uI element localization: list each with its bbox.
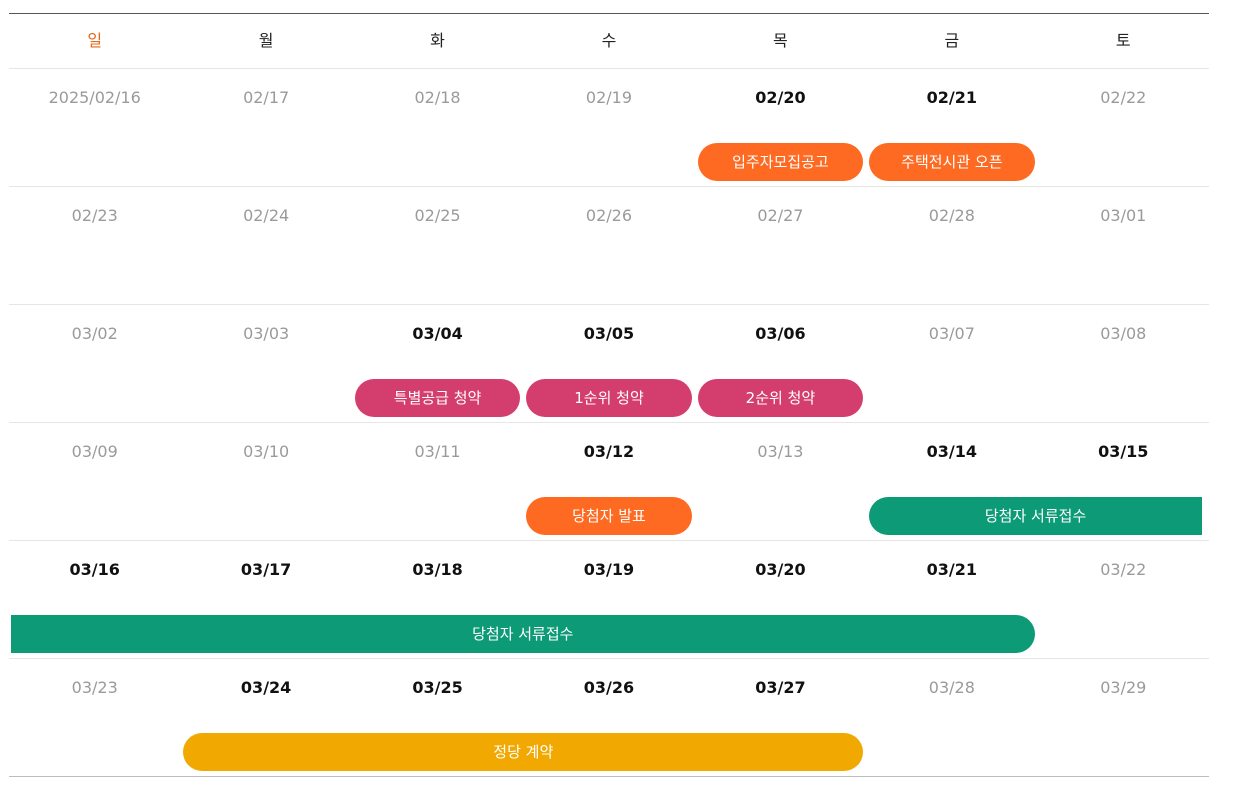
day-cell[interactable]: 03/04 xyxy=(412,324,463,343)
day-cell[interactable]: 03/20 xyxy=(755,560,806,579)
day-cell: 03/10 xyxy=(243,442,290,461)
day-cell[interactable]: 03/21 xyxy=(926,560,978,579)
day-cell[interactable]: 03/25 xyxy=(412,678,463,697)
day-cell: 02/22 xyxy=(1100,88,1147,107)
day-cell: 2025/02/16 xyxy=(48,88,141,107)
day-cell[interactable]: 03/26 xyxy=(583,678,635,697)
event-bar[interactable]: 1순위 청약 xyxy=(526,379,692,417)
day-cell: 02/19 xyxy=(585,88,633,107)
day-cell: 03/11 xyxy=(414,442,461,461)
day-cell: 03/13 xyxy=(757,442,804,461)
weekday-thu: 목 xyxy=(773,31,788,50)
day-cell: 03/08 xyxy=(1100,324,1147,343)
weekday-sun: 일 xyxy=(87,31,103,50)
day-cell: 03/07 xyxy=(928,324,975,343)
calendar-top-border xyxy=(9,13,1209,14)
day-cell[interactable]: 03/15 xyxy=(1098,442,1149,461)
day-cell: 03/28 xyxy=(928,678,975,697)
week-row: 03/16 03/17 03/18 03/19 03/20 03/21 03/22 당첨자 서… xyxy=(9,541,1209,659)
day-cell[interactable]: 03/14 xyxy=(926,442,978,461)
day-cell: 02/17 xyxy=(243,88,290,107)
day-cell[interactable]: 03/27 xyxy=(755,678,806,697)
day-cell: 02/27 xyxy=(757,206,804,225)
weekday-fri: 금 xyxy=(944,31,960,50)
event-bar[interactable]: 정당 계약 xyxy=(183,733,864,771)
week-row: 03/02 03/03 03/04 03/05 03/06 03/07 03/08 특별공급 … xyxy=(9,305,1209,423)
day-cell: 03/09 xyxy=(71,442,118,461)
day-cell[interactable]: 03/05 xyxy=(583,324,635,343)
event-bar[interactable]: 2순위 청약 xyxy=(697,379,864,417)
event-bar[interactable]: 당첨자 서류접수 xyxy=(869,497,1202,535)
day-cell[interactable]: 03/19 xyxy=(583,560,635,579)
weekday-wed: 수 xyxy=(601,31,617,50)
day-cell[interactable]: 03/24 xyxy=(240,678,292,697)
day-cell[interactable]: 03/16 xyxy=(69,560,120,579)
day-cell: 03/03 xyxy=(243,324,290,343)
day-cell: 02/25 xyxy=(414,206,461,225)
weekday-sat: 토 xyxy=(1115,31,1131,50)
day-cell: 02/28 xyxy=(928,206,975,225)
week-row: 2025/02/16 02/17 02/18 02/19 02/20 02/21 02/22… xyxy=(9,69,1209,187)
day-cell: 03/02 xyxy=(71,324,118,343)
day-cell: 03/23 xyxy=(71,678,118,697)
week-row: 03/09 03/10 03/11 03/12 03/13 03/14 03/15 당첨자 발… xyxy=(9,423,1209,541)
day-cell[interactable]: 03/17 xyxy=(240,560,292,579)
day-cell[interactable]: 03/18 xyxy=(412,560,463,579)
day-cell: 03/01 xyxy=(1100,206,1147,225)
week-row: 03/23 03/24 03/25 03/26 03/27 03/28 03/29 정당 계약 xyxy=(9,659,1209,777)
day-cell[interactable]: 02/20 xyxy=(755,88,806,107)
day-cell: 02/18 xyxy=(414,88,461,107)
event-bar[interactable]: 당첨자 서류접수 xyxy=(11,615,1035,653)
weekday-mon: 월 xyxy=(258,31,274,50)
event-bar[interactable]: 입주자모집공고 xyxy=(697,143,864,181)
weekday-tue: 화 xyxy=(430,31,445,50)
day-cell[interactable]: 03/12 xyxy=(583,442,635,461)
week-row: 02/23 02/24 02/25 02/26 02/27 02/28 03/01 xyxy=(9,187,1209,305)
day-cell: 02/24 xyxy=(243,206,290,225)
event-bar[interactable]: 주택전시관 오픈 xyxy=(869,143,1035,181)
day-cell: 02/23 xyxy=(71,206,118,225)
event-bar[interactable]: 당첨자 발표 xyxy=(526,497,692,535)
day-cell: 03/22 xyxy=(1100,560,1147,579)
day-cell[interactable]: 02/21 xyxy=(926,88,978,107)
event-bar[interactable]: 특별공급 청약 xyxy=(354,379,521,417)
day-cell: 03/29 xyxy=(1100,678,1147,697)
day-cell: 02/26 xyxy=(585,206,633,225)
day-cell[interactable]: 03/06 xyxy=(755,324,806,343)
